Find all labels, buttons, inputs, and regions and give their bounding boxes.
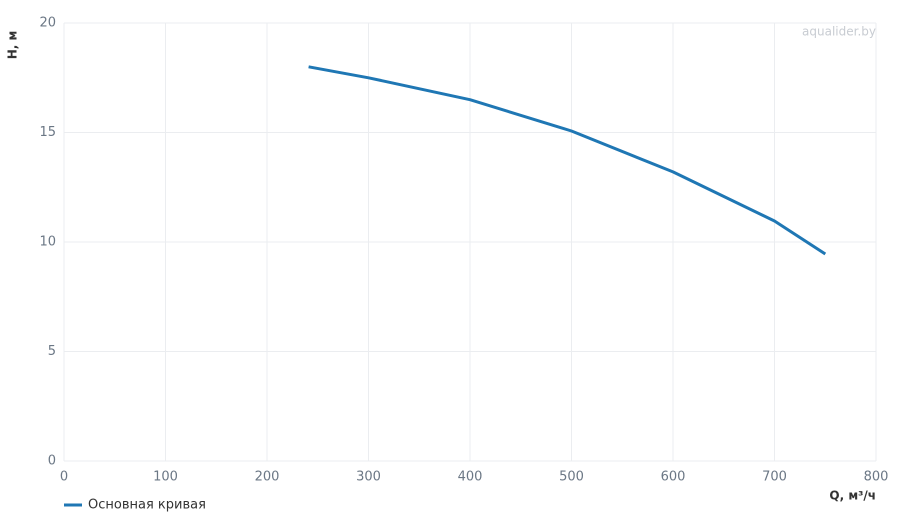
x-tick-label: 800 <box>864 470 889 485</box>
x-tick-label: 0 <box>60 470 68 485</box>
y-tick-label: 10 <box>39 235 56 250</box>
x-tick-label: 200 <box>255 470 280 485</box>
x-tick-label: 500 <box>559 470 584 485</box>
y-tick-label: 15 <box>39 125 56 140</box>
x-axis-label: Q, м³/ч <box>829 489 876 503</box>
x-tick-label: 400 <box>458 470 483 485</box>
data-line <box>308 65 827 256</box>
y-axis-label: H, м <box>6 31 20 60</box>
legend-label: Основная кривая <box>88 498 206 513</box>
x-tick-label: 700 <box>762 470 787 485</box>
x-tick-label: 300 <box>356 470 381 485</box>
y-tick-label: 5 <box>48 344 56 359</box>
x-tick-label: 600 <box>661 470 686 485</box>
x-tick-label: 100 <box>153 470 178 485</box>
watermark: aqualider.by <box>802 25 876 39</box>
y-tick-label: 20 <box>39 16 56 31</box>
y-tick-label: 0 <box>48 454 56 469</box>
